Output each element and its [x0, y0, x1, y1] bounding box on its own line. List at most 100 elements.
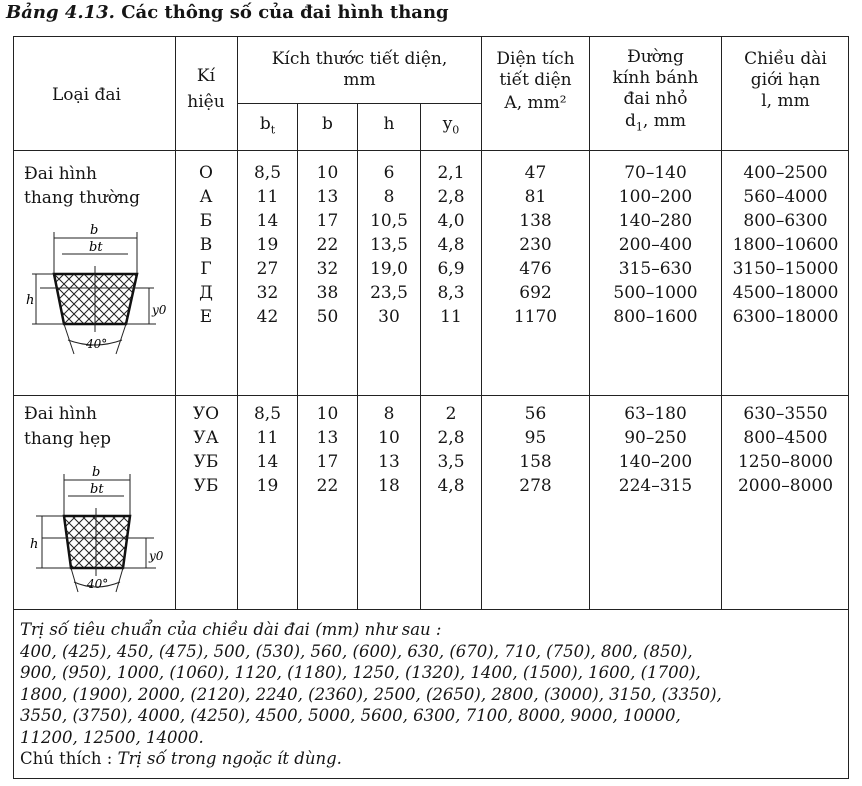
cell-kh: A — [199, 187, 213, 207]
footer-length-line: 11200, 12500, 14000. — [20, 727, 204, 747]
cell-h: 13 — [378, 452, 400, 472]
cell-l: 560–4000 — [743, 187, 828, 207]
group-1-d1-column: 63–180 90–250 140–200 224–315 — [590, 402, 721, 498]
cell-b: 10 — [316, 404, 339, 424]
cell-b: 13 — [316, 187, 339, 207]
angle-arc — [67, 339, 123, 346]
belt-trapezoid — [62, 514, 132, 570]
header-ki-hieu-1: Kí — [196, 66, 216, 86]
caption-title: Các thông số của đai hình thang — [121, 2, 449, 23]
cell-d1: 140–280 — [618, 211, 693, 231]
cell-bt: 8,5 — [253, 404, 282, 424]
group-name-line: Đai hình — [24, 164, 97, 184]
cell-y0: 8,3 — [437, 283, 465, 303]
cell-y0: 2,8 — [437, 428, 465, 448]
header-b: b — [322, 114, 333, 134]
cell-y0: 11 — [440, 307, 462, 327]
label-bt: bt — [89, 240, 103, 255]
footer-length-line: 900, (950), 1000, (1060), 1120, (1180), … — [20, 663, 701, 682]
cell-kh: УО — [192, 404, 220, 424]
footer-note-text: Trị số trong ngoặc ít dùng. — [117, 749, 342, 768]
group-1-h-column: 8 10 13 18 — [358, 402, 420, 498]
table-footer: Trị số tiêu chuẩn của chiều dài đai (mm)… — [20, 619, 840, 770]
header-dien-tich-1: Diện tích — [496, 49, 575, 69]
cell-bt: 19 — [256, 235, 279, 255]
rule-h-group — [13, 395, 849, 396]
cell-b: 17 — [316, 452, 339, 472]
rule-h-header — [13, 150, 849, 151]
cell-bt: 27 — [256, 259, 279, 279]
footer-length-line: 1800, (1900), 2000, (2120), 2240, (2360)… — [20, 684, 722, 704]
cell-h: 13,5 — [370, 235, 408, 255]
cell-kh: O — [199, 163, 213, 183]
cell-l: 1800–10600 — [732, 235, 839, 255]
cell-A: 278 — [519, 476, 552, 496]
cell-kh: B — [199, 235, 213, 255]
header-kich-thuoc-2: mm — [343, 70, 376, 90]
cell-h: 10 — [378, 428, 400, 448]
cell-h: 18 — [378, 476, 400, 496]
cell-y0: 4,8 — [437, 235, 465, 255]
caption-number: Bảng 4.13. — [6, 2, 115, 23]
rule-v-5 — [420, 103, 421, 609]
cell-y0: 4,0 — [437, 211, 465, 231]
label-h: h — [26, 293, 34, 308]
label-h: h — [30, 537, 38, 552]
cell-A: 1170 — [513, 307, 558, 327]
footer-intro: Trị số tiêu chuẩn của chiều dài đai (mm)… — [20, 620, 442, 639]
rule-v-7 — [589, 36, 590, 609]
cell-l: 400–2500 — [743, 163, 828, 183]
cell-kh: УБ — [193, 476, 219, 496]
group-1-bt-column: 8,5 11 14 19 — [238, 402, 297, 498]
cell-l: 6300–18000 — [732, 307, 839, 327]
cell-b: 22 — [316, 235, 339, 255]
cell-kh: Г — [200, 259, 212, 279]
cell-l: 1250–8000 — [737, 452, 834, 472]
cell-A: 476 — [519, 259, 552, 279]
group-1-kh-column: УО УА УБ УБ — [176, 402, 236, 498]
cell-d1: 90–250 — [624, 428, 687, 448]
cell-l: 800–4500 — [743, 428, 828, 448]
cell-h: 8 — [383, 187, 395, 207]
cell-A: 95 — [524, 428, 547, 448]
label-b: b — [90, 223, 98, 238]
cell-bt: 14 — [256, 211, 279, 231]
group-1-y0-column: 2 2,8 3,5 4,8 — [421, 402, 481, 498]
cell-h: 6 — [383, 163, 395, 183]
cell-bt: 11 — [256, 187, 279, 207]
cell-kh: УБ — [193, 452, 219, 472]
rule-v-1 — [175, 36, 176, 609]
cell-b: 10 — [316, 163, 339, 183]
header-chieu-dai-2: giới hạn — [750, 70, 821, 90]
cell-bt: 14 — [256, 452, 279, 472]
cell-y0: 2 — [445, 404, 457, 424]
cell-l: 800–6300 — [743, 211, 828, 231]
cell-y0: 2,1 — [437, 163, 465, 183]
group-0-d1-column: 70–140 100–200 140–280 200–400 315–630 5… — [590, 161, 721, 329]
header-loai-dai: Loại đai — [52, 85, 121, 105]
cell-d1: 200–400 — [618, 235, 693, 255]
cell-b: 13 — [316, 428, 339, 448]
cell-d1: 224–315 — [618, 476, 693, 496]
rule-v-8 — [721, 36, 722, 609]
group-0-y0-column: 2,1 2,8 4,0 4,8 6,9 8,3 11 — [421, 161, 481, 329]
cell-h: 30 — [378, 307, 400, 327]
angle-arc — [73, 581, 121, 588]
cell-d1: 70–140 — [624, 163, 687, 183]
label-bt: bt — [90, 482, 104, 497]
header-bt: bt — [259, 114, 276, 137]
cell-d1: 100–200 — [618, 187, 693, 207]
cell-kh: Б — [199, 211, 213, 231]
header-duong-kinh-2: kính bánh — [612, 68, 699, 88]
table-frame — [13, 36, 849, 779]
label-angle: 40° — [85, 337, 107, 351]
label-angle: 40° — [86, 577, 108, 591]
footer-note-label: Chú thích : — [20, 749, 113, 768]
rule-v-3 — [297, 103, 298, 609]
cell-l: 2000–8000 — [737, 476, 834, 496]
cell-bt: 32 — [256, 283, 279, 303]
header-duong-kinh-1: Đường — [627, 47, 684, 67]
cell-bt: 11 — [256, 428, 279, 448]
group-0-b-column: 10 13 17 22 32 38 50 — [298, 161, 357, 329]
cell-d1: 140–200 — [618, 452, 693, 472]
